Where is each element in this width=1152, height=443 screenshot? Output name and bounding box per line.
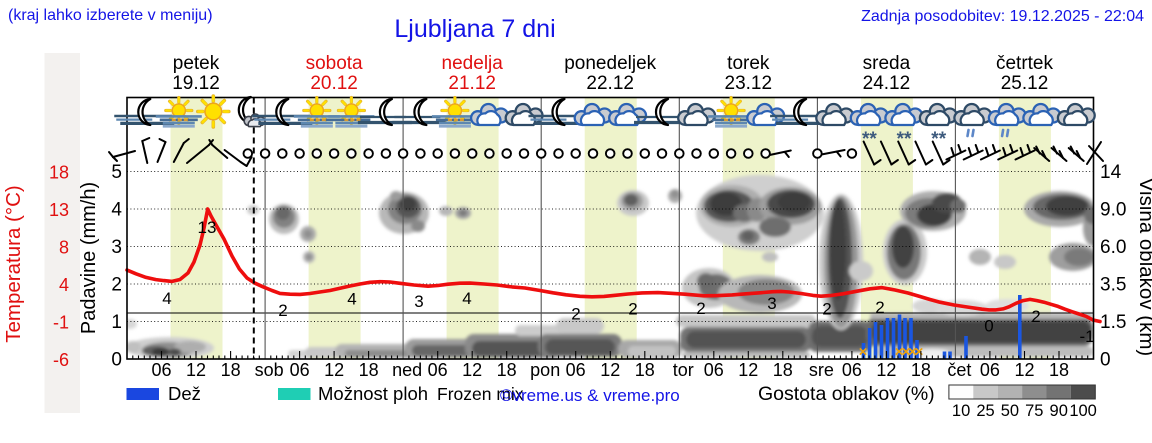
- svg-text:10: 10: [952, 402, 970, 420]
- svg-text:18: 18: [773, 360, 793, 380]
- svg-text:24.12: 24.12: [863, 73, 911, 94]
- svg-text:13: 13: [198, 218, 217, 237]
- svg-text:4: 4: [462, 289, 471, 308]
- svg-text:12: 12: [324, 360, 344, 380]
- svg-text:0: 0: [1100, 350, 1111, 371]
- svg-text:sreda: sreda: [863, 53, 911, 74]
- svg-text:2: 2: [278, 301, 287, 320]
- svg-text:petek: petek: [173, 53, 220, 74]
- svg-text:19.12: 19.12: [172, 73, 220, 94]
- svg-text:3: 3: [414, 292, 423, 311]
- svg-text:Ljubljana 7 dni: Ljubljana 7 dni: [394, 15, 555, 43]
- svg-text:Frozen mix: Frozen mix: [437, 384, 524, 404]
- svg-text:4: 4: [162, 289, 171, 308]
- svg-text:sob: sob: [255, 360, 284, 380]
- svg-text:14: 14: [1100, 162, 1122, 183]
- svg-text:18: 18: [911, 360, 931, 380]
- svg-text:23.12: 23.12: [725, 73, 773, 94]
- svg-text:18: 18: [497, 360, 517, 380]
- svg-text:tor: tor: [673, 360, 694, 380]
- svg-text:torek: torek: [727, 53, 770, 74]
- svg-text:×: ×: [895, 344, 904, 361]
- svg-text:nedelja: nedelja: [442, 53, 504, 74]
- svg-text:20.12: 20.12: [310, 73, 358, 94]
- svg-text:Padavine (mm/h): Padavine (mm/h): [78, 182, 100, 334]
- svg-text:6.0: 6.0: [1100, 237, 1126, 258]
- svg-text:1: 1: [111, 312, 122, 333]
- svg-text:100: 100: [1069, 402, 1097, 420]
- svg-text:3: 3: [111, 237, 122, 258]
- svg-text:12: 12: [462, 360, 482, 380]
- svg-text:Možnost ploh: Možnost ploh: [318, 383, 428, 404]
- svg-text:25.12: 25.12: [1001, 73, 1049, 94]
- svg-text:1.5: 1.5: [1100, 312, 1126, 333]
- svg-text:2: 2: [1031, 307, 1040, 326]
- svg-text:-6: -6: [53, 350, 69, 370]
- svg-text:06: 06: [151, 360, 171, 380]
- svg-text:50: 50: [1001, 402, 1019, 420]
- svg-text:**: **: [862, 129, 877, 150]
- svg-text:Dež: Dež: [168, 383, 201, 404]
- svg-text:8: 8: [59, 238, 69, 258]
- svg-text:12: 12: [600, 360, 620, 380]
- svg-text:pon: pon: [530, 360, 560, 380]
- svg-text:**: **: [897, 129, 912, 150]
- svg-text:×: ×: [902, 344, 911, 361]
- svg-text:Zadnja posodobitev: 19.12.2025: Zadnja posodobitev: 19.12.2025 - 22:04: [861, 8, 1144, 25]
- svg-text:Gostota oblakov (%): Gostota oblakov (%): [758, 383, 935, 405]
- svg-text:Višina oblakov (km): Višina oblakov (km): [1135, 178, 1152, 357]
- svg-text:2: 2: [875, 298, 884, 317]
- svg-text:22.12: 22.12: [586, 73, 634, 94]
- svg-text:06: 06: [290, 360, 310, 380]
- svg-text:18: 18: [359, 360, 379, 380]
- svg-text:ponedeljek: ponedeljek: [564, 53, 656, 74]
- svg-text:13: 13: [49, 200, 69, 220]
- svg-text:12: 12: [186, 360, 206, 380]
- svg-text:90: 90: [1050, 402, 1068, 420]
- svg-text:2: 2: [696, 299, 705, 318]
- svg-text:06: 06: [842, 360, 862, 380]
- svg-text:sre: sre: [809, 360, 834, 380]
- svg-text:2: 2: [822, 300, 831, 319]
- svg-text:2: 2: [628, 300, 637, 319]
- svg-text:0: 0: [984, 317, 993, 336]
- svg-text:18: 18: [49, 163, 69, 183]
- svg-text:×: ×: [915, 344, 924, 361]
- svg-text:četrtek: četrtek: [996, 53, 1054, 74]
- svg-text:×: ×: [859, 344, 868, 361]
- svg-text:4: 4: [347, 290, 356, 309]
- svg-text:2: 2: [571, 305, 580, 324]
- svg-text:(kraj lahko izberete v meniju): (kraj lahko izberete v meniju): [8, 7, 213, 24]
- svg-text:25: 25: [976, 402, 994, 420]
- svg-text:06: 06: [428, 360, 448, 380]
- svg-text:×: ×: [908, 344, 917, 361]
- svg-text:06: 06: [566, 360, 586, 380]
- svg-text:2: 2: [111, 275, 122, 296]
- svg-text:21.12: 21.12: [448, 73, 496, 94]
- svg-text:12: 12: [876, 360, 896, 380]
- svg-text:12: 12: [1014, 360, 1034, 380]
- svg-text:3.5: 3.5: [1100, 275, 1126, 296]
- svg-text:sobota: sobota: [306, 53, 363, 74]
- svg-text:-1: -1: [53, 313, 69, 333]
- svg-text:ned: ned: [392, 360, 422, 380]
- svg-text:9.0: 9.0: [1100, 200, 1126, 221]
- svg-text:75: 75: [1025, 402, 1043, 420]
- svg-text:4: 4: [111, 200, 122, 221]
- svg-text:06: 06: [704, 360, 724, 380]
- svg-text:čet: čet: [947, 360, 971, 380]
- svg-text:Temperatura (°C): Temperatura (°C): [2, 185, 25, 342]
- svg-text:5: 5: [111, 162, 122, 183]
- svg-text:3: 3: [767, 294, 776, 313]
- svg-text:0: 0: [111, 350, 122, 371]
- svg-text:4: 4: [59, 275, 69, 295]
- svg-text:06: 06: [980, 360, 1000, 380]
- svg-text:**: **: [931, 129, 946, 150]
- svg-text:-1: -1: [1079, 327, 1094, 346]
- svg-text:©vreme.us & vreme.pro: ©vreme.us & vreme.pro: [500, 386, 680, 405]
- svg-text:18: 18: [635, 360, 655, 380]
- svg-text:18: 18: [1049, 360, 1069, 380]
- svg-text:12: 12: [738, 360, 758, 380]
- svg-text:18: 18: [221, 360, 241, 380]
